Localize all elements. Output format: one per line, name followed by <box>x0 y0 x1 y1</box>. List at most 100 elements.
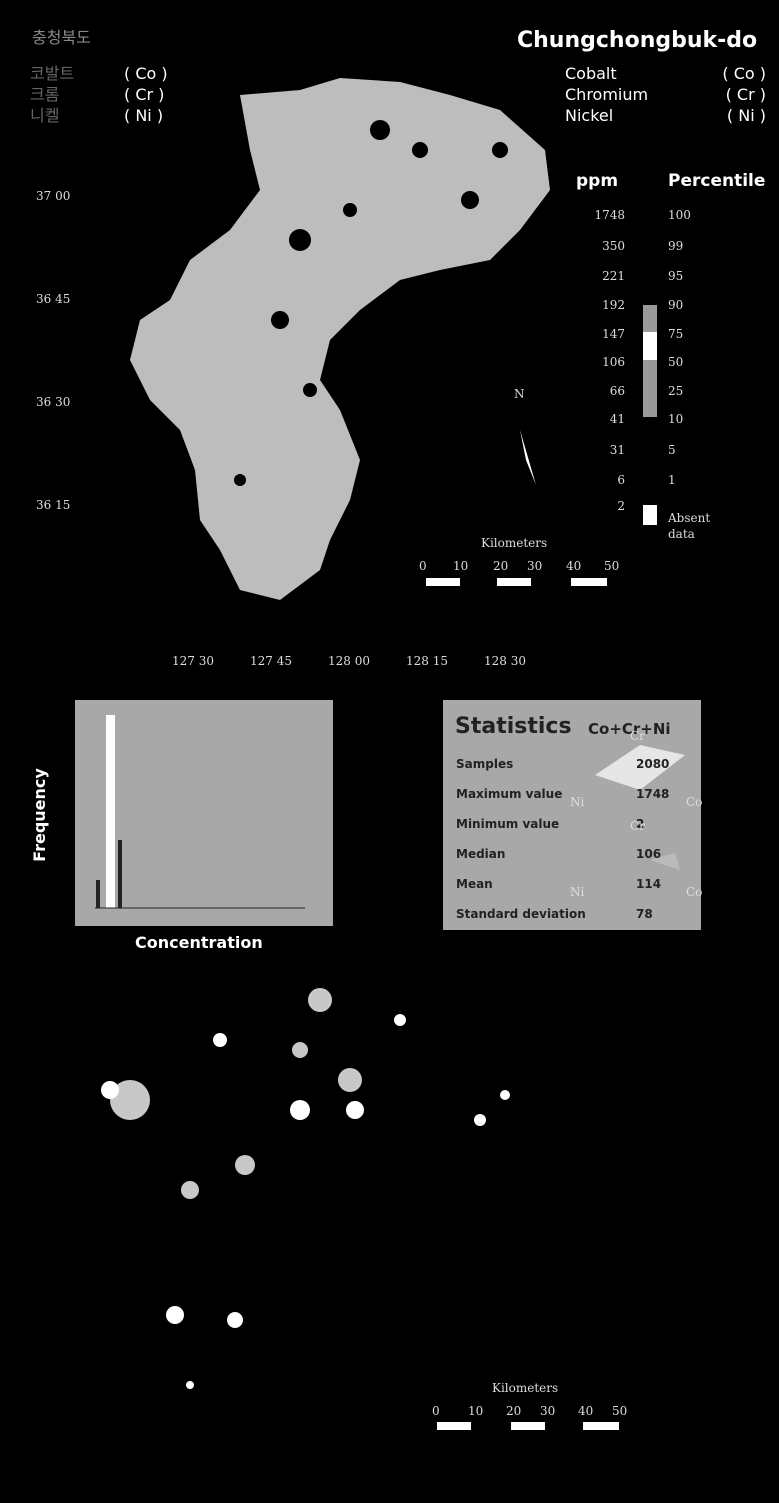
ternary-apex: Co <box>686 886 702 898</box>
stat-name: Median <box>456 848 505 860</box>
scale-title: Kilometers <box>481 537 547 549</box>
element-name: Cobalt <box>565 66 617 82</box>
ppm-label: 1748 <box>594 209 625 221</box>
ppm-label: 41 <box>610 413 625 425</box>
scale-tick: 50 <box>604 560 619 572</box>
longitude-label: 127 45 <box>250 655 292 667</box>
scale-tick: 30 <box>527 560 542 572</box>
ppm-header: ppm <box>576 173 618 190</box>
scale-tick: 50 <box>612 1405 627 1417</box>
scale-tick: 20 <box>506 1405 521 1417</box>
scale-tick: 0 <box>432 1405 440 1417</box>
latitude-label: 36 30 <box>36 396 70 408</box>
scale-tick: 40 <box>578 1405 593 1417</box>
stats-title: Statistics <box>455 716 572 738</box>
scale-bar <box>583 1422 619 1430</box>
stat-name: Samples <box>456 758 513 770</box>
histogram-x-label: Concentration <box>135 935 263 951</box>
scale-tick: 10 <box>453 560 468 572</box>
longitude-label: 127 30 <box>172 655 214 667</box>
scale-tick: 0 <box>419 560 427 572</box>
element-symbol: ( Ni ) <box>124 108 163 124</box>
element-symbol: ( Cr ) <box>124 87 164 103</box>
scale-tick: 30 <box>540 1405 555 1417</box>
ternary-apex: Cr <box>630 820 645 832</box>
absent-swatch <box>643 505 657 525</box>
percentile-label: 5 <box>668 444 676 456</box>
legend-ramp <box>643 305 657 417</box>
percentile-label: 1 <box>668 474 676 486</box>
map2-patches <box>110 988 362 1199</box>
latitude-label: 37 00 <box>36 190 70 202</box>
ppm-label: 2 <box>617 500 625 512</box>
korean-title: 충청북도 <box>32 30 91 46</box>
stat-value: 78 <box>636 908 653 920</box>
longitude-label: 128 30 <box>484 655 526 667</box>
absent-label: Absent data <box>668 511 728 542</box>
stat-name: Minimum value <box>456 818 559 830</box>
element-name: Nickel <box>565 108 613 124</box>
page: Chungchongbuk-do 충청북도 ppm Percentile Abs… <box>0 0 779 1503</box>
scale-bar <box>511 1422 545 1430</box>
ppm-label: 350 <box>602 240 625 252</box>
element-name: Chromium <box>565 87 648 103</box>
element-symbol: ( Ni ) <box>727 108 766 124</box>
latitude-label: 36 15 <box>36 499 70 511</box>
ppm-label: 6 <box>617 474 625 486</box>
ppm-label: 147 <box>602 328 625 340</box>
stat-value: 114 <box>636 878 661 890</box>
percentile-label: 90 <box>668 299 683 311</box>
element-symbol: ( Cr ) <box>726 87 766 103</box>
percentile-label: 95 <box>668 270 683 282</box>
scale-bar <box>497 578 531 586</box>
percentile-label: 99 <box>668 240 683 252</box>
korean-element: 코발트 <box>30 66 74 82</box>
north-label: N <box>514 388 525 400</box>
histogram-bar <box>96 880 100 908</box>
scale-bar <box>426 578 460 586</box>
percentile-label: 75 <box>668 328 683 340</box>
ppm-label: 192 <box>602 299 625 311</box>
title: Chungchongbuk-do <box>517 30 757 52</box>
map-region <box>130 78 550 600</box>
scale-tick: 40 <box>566 560 581 572</box>
stat-name: Mean <box>456 878 493 890</box>
longitude-label: 128 00 <box>328 655 370 667</box>
ppm-label: 31 <box>610 444 625 456</box>
ppm-label: 66 <box>610 385 625 397</box>
element-symbol: ( Co ) <box>124 66 168 82</box>
map2-patches <box>101 1014 510 1389</box>
korean-element: 크롬 <box>30 87 59 103</box>
percentile-label: 10 <box>668 413 683 425</box>
ternary-apex: Ni <box>570 796 584 808</box>
scale-bar <box>437 1422 471 1430</box>
stat-value: 106 <box>636 848 661 860</box>
percentile-label: 25 <box>668 385 683 397</box>
ternary-apex: Ni <box>570 886 584 898</box>
percentile-label: 100 <box>668 209 691 221</box>
ppm-label: 221 <box>602 270 625 282</box>
stat-name: Standard deviation <box>456 908 586 920</box>
legend-ramp <box>643 332 657 360</box>
ternary-apex: Co <box>686 796 702 808</box>
scale-tick: 10 <box>468 1405 483 1417</box>
ppm-label: 106 <box>602 356 625 368</box>
histogram-y-label: Frequency <box>32 768 48 862</box>
element-symbol: ( Co ) <box>722 66 766 82</box>
percentile-header: Percentile <box>668 173 765 190</box>
stat-value: 2080 <box>636 758 669 770</box>
latitude-label: 36 45 <box>36 293 70 305</box>
stat-name: Maximum value <box>456 788 562 800</box>
histogram-bar <box>118 840 122 908</box>
histogram-bar <box>106 715 115 908</box>
scale-bar <box>571 578 607 586</box>
scale-title: Kilometers <box>492 1382 558 1394</box>
korean-element: 니켈 <box>30 108 59 124</box>
stat-value: 1748 <box>636 788 669 800</box>
longitude-label: 128 15 <box>406 655 448 667</box>
scale-tick: 20 <box>493 560 508 572</box>
north-arrow <box>520 430 536 485</box>
graphics <box>0 0 779 1503</box>
percentile-label: 50 <box>668 356 683 368</box>
ternary-apex: Cr <box>630 730 645 742</box>
